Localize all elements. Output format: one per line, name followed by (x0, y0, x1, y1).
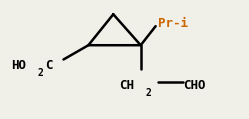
Text: 2: 2 (37, 68, 43, 78)
Text: CHO: CHO (183, 79, 205, 92)
Text: HO: HO (11, 59, 26, 72)
Text: C: C (46, 59, 53, 72)
Text: Pr-i: Pr-i (158, 17, 188, 30)
Text: 2: 2 (146, 88, 152, 98)
Text: CH: CH (120, 79, 134, 92)
